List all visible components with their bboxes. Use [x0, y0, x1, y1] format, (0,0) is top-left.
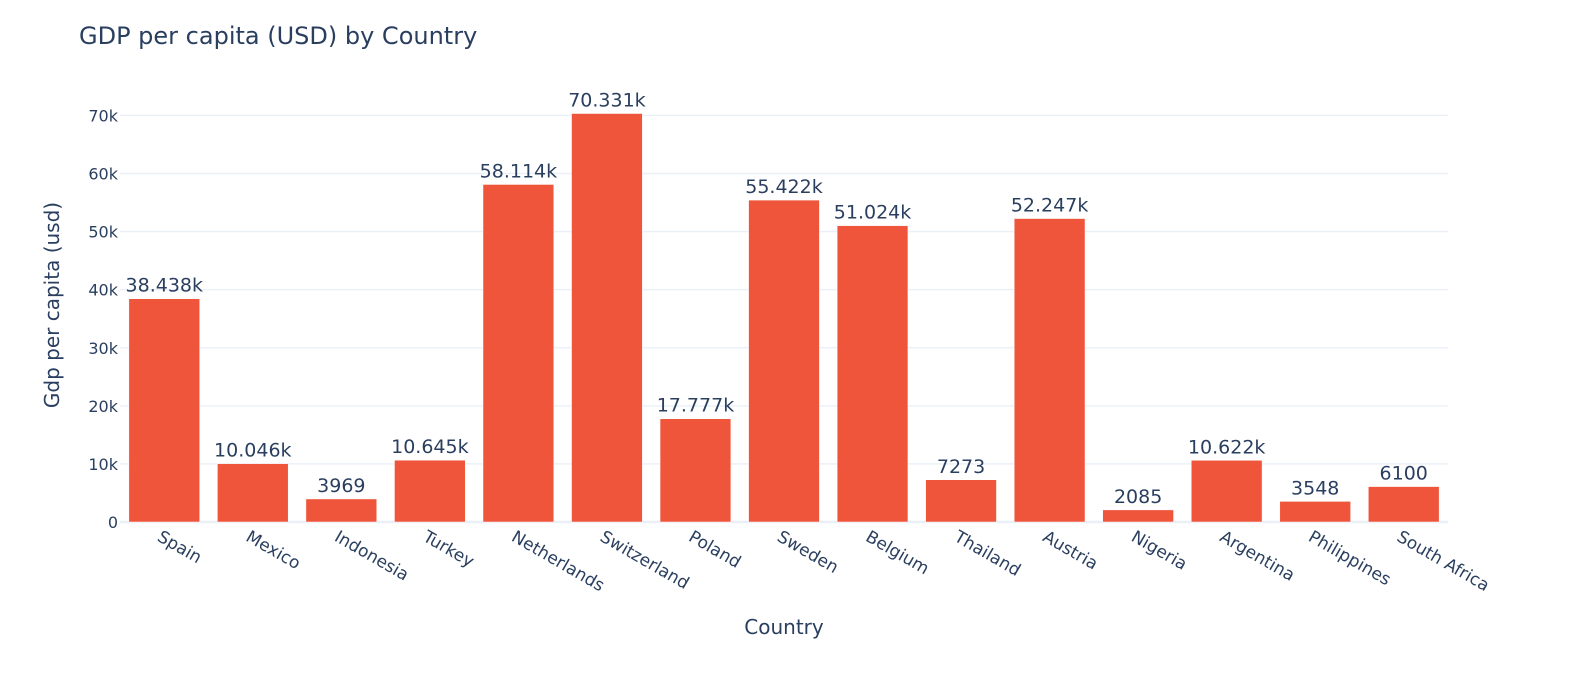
- x-tick-label: Nigeria: [1128, 527, 1191, 575]
- y-tick-label: 70k: [88, 106, 118, 125]
- bar[interactable]: [482, 184, 555, 523]
- bar[interactable]: [1013, 218, 1086, 523]
- x-axis-title: Country: [744, 615, 824, 639]
- bar[interactable]: [836, 225, 909, 523]
- y-tick-label: 10k: [88, 455, 118, 474]
- x-tick-label: Mexico: [242, 527, 303, 574]
- x-tick-label: Austria: [1039, 527, 1101, 574]
- x-axis-ticks: Spain Mexico Indonesia Turkey NetherlandsSwi…: [154, 527, 1493, 597]
- data-label: 7273: [937, 456, 985, 478]
- data-label: 6100: [1380, 463, 1428, 485]
- x-tick-label: Indonesia: [331, 527, 412, 585]
- y-tick-label: 20k: [88, 397, 118, 416]
- bar[interactable]: [128, 298, 200, 523]
- x-tick-label: Netherlands: [508, 527, 608, 596]
- bar[interactable]: [305, 498, 377, 523]
- data-label: 10.622k: [1188, 436, 1265, 458]
- bars: [128, 113, 1440, 523]
- bar[interactable]: [748, 199, 820, 523]
- x-tick-label: Switzerland: [596, 527, 692, 594]
- bar[interactable]: [925, 479, 997, 523]
- bar[interactable]: [571, 113, 643, 523]
- x-tick-label: Turkey: [419, 527, 478, 572]
- data-label: 3548: [1291, 477, 1339, 499]
- data-labels: 38.438k 10.046k 3969 10.645k 58.114k 70.331k 1…: [126, 90, 1428, 508]
- x-tick-label: Belgium: [862, 527, 932, 579]
- bar[interactable]: [1191, 460, 1263, 523]
- y-axis-title: Gdp per capita (usd): [40, 202, 64, 408]
- bar[interactable]: [1279, 501, 1351, 523]
- data-label: 10.046k: [214, 440, 291, 462]
- x-tick-label: Argentina: [1216, 527, 1298, 586]
- data-label: 52.247k: [1011, 195, 1088, 217]
- x-tick-label: South Africa: [1393, 527, 1492, 596]
- y-tick-label: 40k: [88, 281, 118, 300]
- y-tick-label: 30k: [88, 339, 118, 358]
- data-label: 17.777k: [657, 395, 734, 417]
- data-label: 55.422k: [745, 176, 822, 198]
- y-tick-label: 0: [108, 513, 118, 532]
- data-label: 51.024k: [834, 202, 911, 224]
- x-tick-label: Spain: [154, 527, 205, 568]
- bar[interactable]: [1102, 509, 1174, 523]
- bar[interactable]: [1368, 486, 1440, 523]
- data-label: 38.438k: [126, 275, 203, 297]
- x-tick-label: Philippines: [1305, 527, 1394, 590]
- y-tick-label: 60k: [88, 165, 118, 184]
- data-label: 2085: [1114, 486, 1162, 508]
- chart-title: GDP per capita (USD) by Country: [79, 22, 477, 50]
- x-tick-label: Thailand: [950, 527, 1024, 581]
- y-tick-label: 50k: [88, 223, 118, 242]
- x-tick-label: Sweden: [774, 527, 842, 578]
- data-label: 58.114k: [480, 160, 557, 182]
- bar[interactable]: [394, 459, 466, 523]
- y-axis-ticks: 0 10k 20k 30k 40k 50k 60k 70k: [88, 106, 118, 532]
- bar[interactable]: [659, 418, 732, 523]
- x-tick-label: Poland: [685, 527, 744, 573]
- data-label: 3969: [317, 475, 365, 497]
- bar[interactable]: [217, 463, 289, 523]
- data-label: 10.645k: [391, 436, 468, 458]
- data-label: 70.331k: [568, 90, 645, 112]
